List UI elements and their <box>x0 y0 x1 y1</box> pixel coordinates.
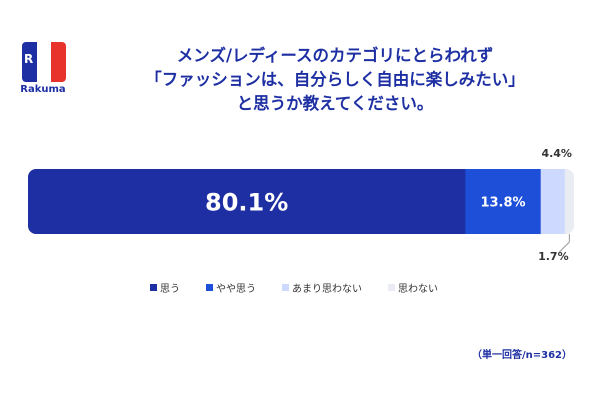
legend-label: あまり思わない <box>292 284 362 295</box>
legend-item-4: 思わない <box>388 280 438 295</box>
title-line-3: と思うか教えてください。 <box>236 94 434 113</box>
legend-item-2: やや思う <box>206 280 256 295</box>
chart-legend: 思う やや思う あまり思わない 思わない <box>150 280 470 295</box>
title-line-1: メンズ/レディースのカテゴリにとらわれず <box>176 46 494 65</box>
legend-label: やや思う <box>216 284 256 295</box>
data-label-4: 1.7% <box>538 250 569 263</box>
bar-segment-2 <box>465 169 541 234</box>
data-label-1: 80.1% <box>205 189 288 217</box>
brand-name: Rakuma <box>20 84 66 95</box>
bar-segment-4 <box>564 169 574 234</box>
brand-mark: R <box>24 52 34 66</box>
bar-segment-1 <box>28 169 466 234</box>
legend-swatch <box>388 284 395 291</box>
data-label-3: 4.4% <box>541 147 572 160</box>
legend-label: 思わない <box>398 284 438 295</box>
title-line-2: 「ファッションは、自分らしく自由に楽しみたい」 <box>145 70 525 89</box>
chart-title: メンズ/レディースのカテゴリにとらわれず 「ファッションは、自分らしく自由に楽し… <box>90 44 580 116</box>
legend-swatch <box>150 284 157 291</box>
legend-item-3: あまり思わない <box>282 280 362 295</box>
legend-label: 思う <box>160 284 180 295</box>
legend-swatch <box>282 284 289 291</box>
legend-item-1: 思う <box>150 280 180 295</box>
bar-segment-3 <box>540 169 566 234</box>
legend-swatch <box>206 284 213 291</box>
data-label-2: 13.8% <box>480 196 525 211</box>
footnote: （単一回答/n=362） <box>471 350 572 361</box>
french-flag-icon: R <box>22 42 66 82</box>
leader-line-4 <box>559 234 570 253</box>
brand-logo: R Rakuma <box>18 42 68 104</box>
